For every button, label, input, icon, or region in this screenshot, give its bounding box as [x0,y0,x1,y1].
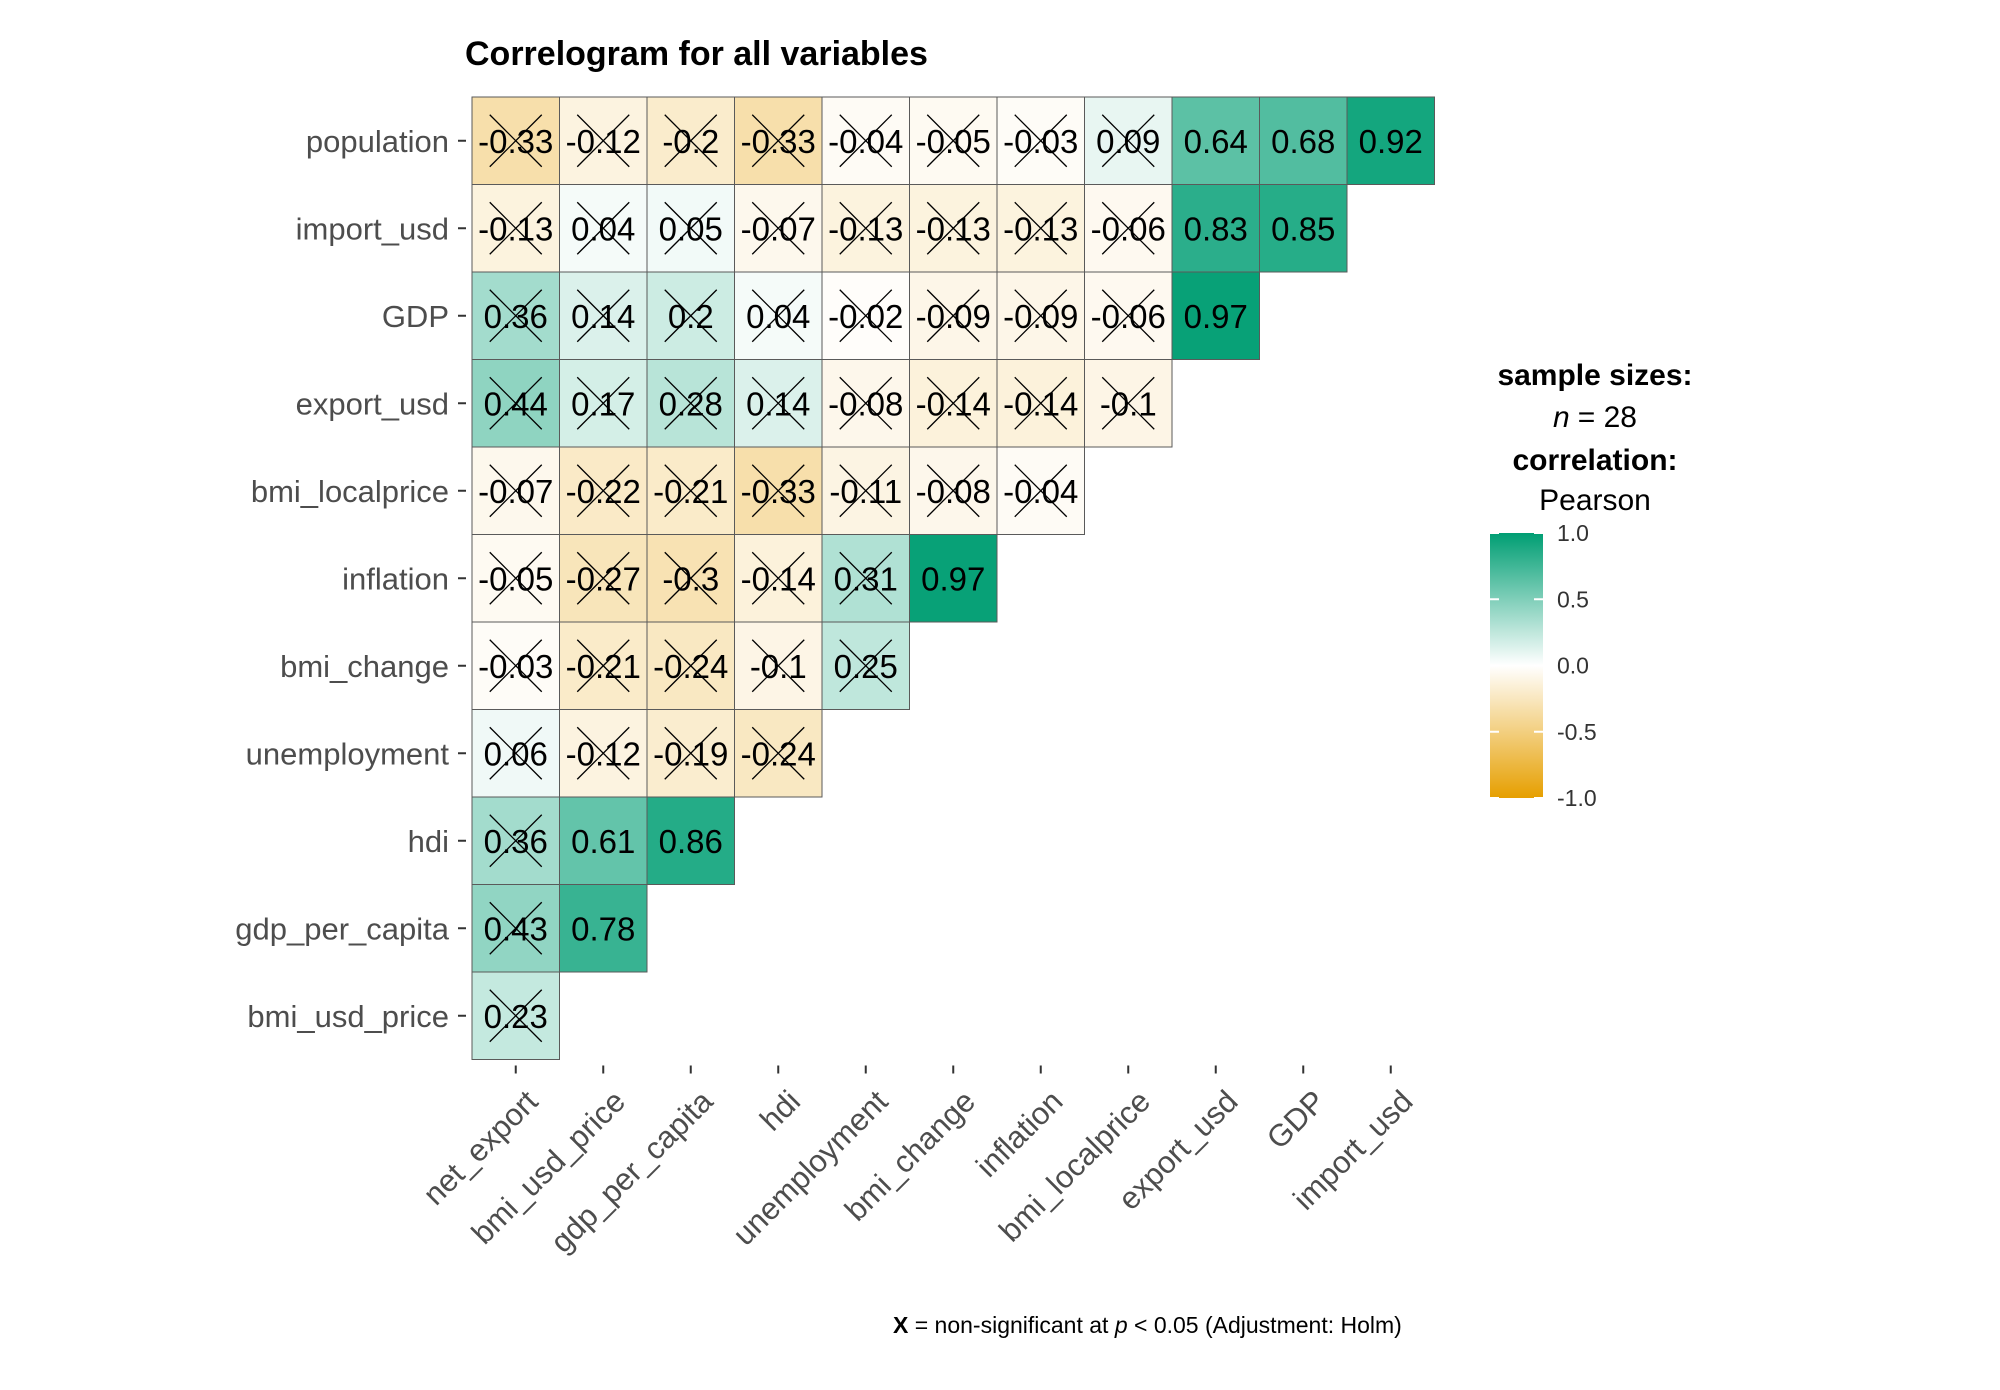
y-tick-label: hdi [408,824,449,859]
legend-tick-label: 0.5 [1557,586,1589,612]
legend-sample-title: sample sizes: [1497,359,1692,392]
x-tick-label: bmi_localprice [992,1084,1157,1249]
y-tick-label: GDP [382,299,449,334]
cell-value-label: 0.92 [1359,123,1423,160]
cell-value-label: 0.97 [1184,298,1248,335]
x-tick-label: gdp_per_capita [544,1083,720,1259]
cell-value-label: 0.85 [1271,210,1335,247]
chart-title: Correlogram for all variables [465,35,928,73]
legend-sample-n: n = 28 [1553,401,1637,434]
cell-value-label: 0.86 [659,823,723,860]
legend-tick-label: 0.0 [1557,653,1589,679]
y-tick-label: population [306,124,449,159]
y-tick-label: bmi_usd_price [247,999,449,1034]
legend-n-label: n [1553,401,1570,434]
footnote-pre: = non-significant at [908,1312,1114,1338]
legend-tick-label: -1.0 [1557,785,1597,811]
cell-value-label: 0.78 [571,910,635,947]
legend-corr-title: correlation: [1512,444,1677,477]
cell-value-label: 0.61 [571,823,635,860]
y-tick-label: bmi_localprice [251,474,449,509]
cell-value-label: 0.83 [1184,210,1248,247]
legend-tick-label: 1.0 [1557,520,1589,546]
y-axis: population import_usd GDP export_usd bmi_loc… [235,124,466,1034]
y-tick-label: import_usd [296,211,449,246]
cell-value-label: 0.97 [921,560,985,597]
y-tick-label: unemployment [246,736,450,771]
y-tick-label: bmi_change [280,649,449,684]
x-tick-label: bmi_usd_price [465,1084,632,1251]
legend-n-value: = 28 [1578,401,1637,434]
footnote-x: X [893,1312,909,1338]
y-tick-label: export_usd [296,386,449,421]
legend-tick-label: -0.5 [1557,719,1597,745]
footnote-post: < 0.05 (Adjustment: Holm) [1128,1312,1402,1338]
cell-value-label: 0.64 [1184,123,1248,160]
cell-value-label: 0.68 [1271,123,1335,160]
footnote-p: p [1114,1312,1128,1338]
legend: sample sizes: n = 28 correlation: Pearson… [1490,359,1693,811]
heatmap-cells: -0.33-0.12-0.2-0.33-0.04-0.05-0.030.090.… [472,97,1435,1060]
x-tick-label: unemployment [726,1083,895,1252]
x-tick-label: GDP [1260,1084,1332,1156]
footnote: X = non-significant at p < 0.05 (Adjustm… [893,1312,1402,1338]
y-tick-label: inflation [342,561,449,596]
y-tick-label: gdp_per_capita [235,911,449,946]
x-tick-label: hdi [753,1084,807,1138]
legend-corr-method: Pearson [1539,484,1651,517]
